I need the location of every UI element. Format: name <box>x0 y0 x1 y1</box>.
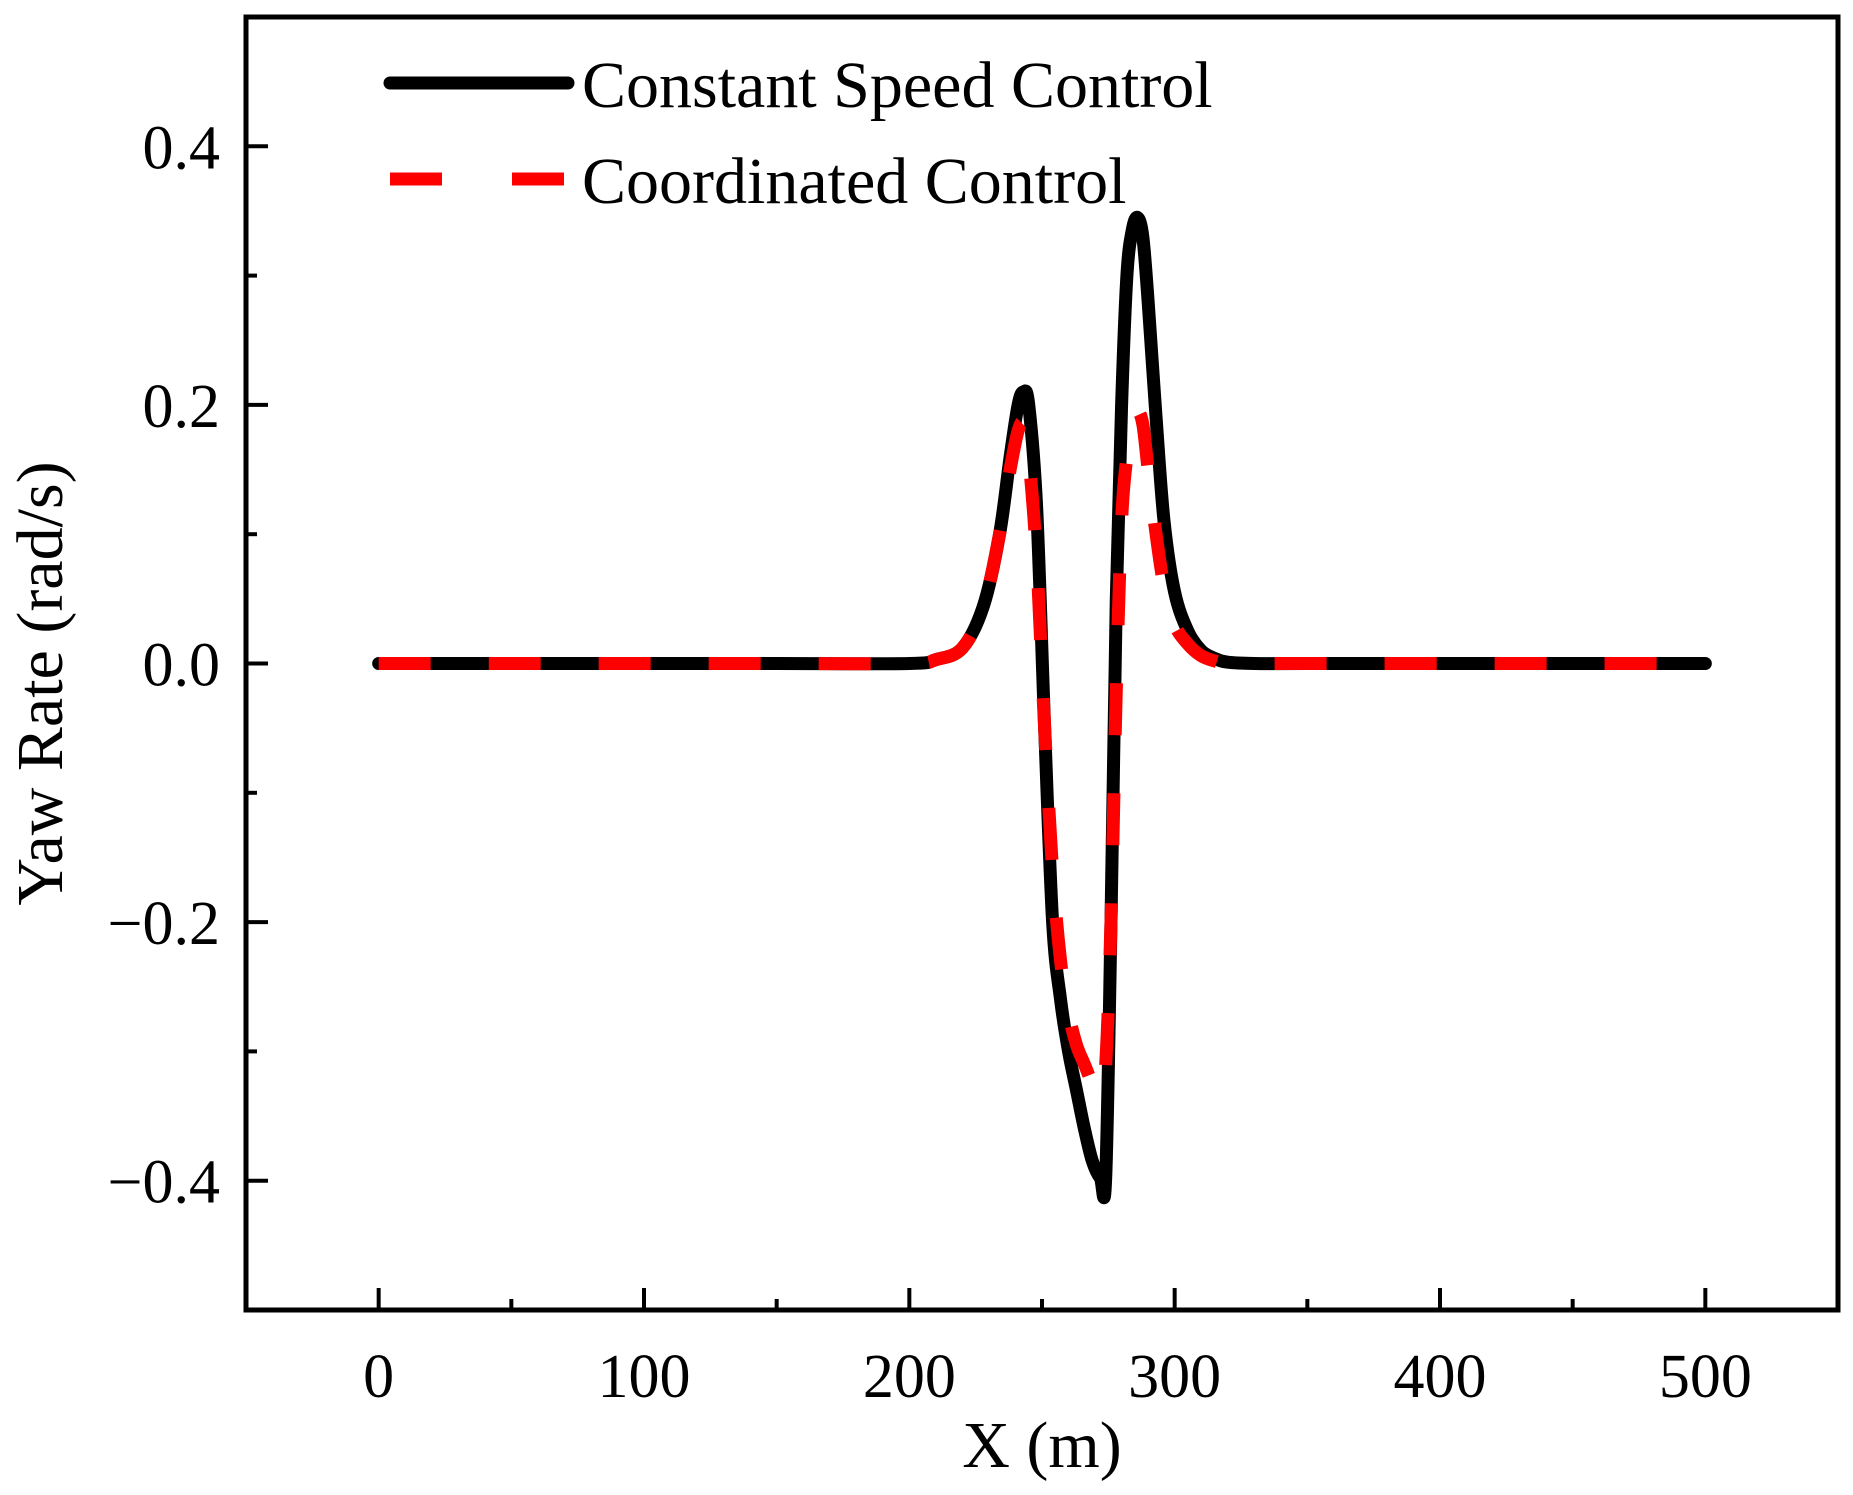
legend-label: Constant Speed Control <box>582 49 1213 122</box>
ticks-layer: 0 100 200 300 400 500 −0.4 −0.2 0.0 0.2 0.4 <box>108 114 1752 1411</box>
y-tick-label: 0.2 <box>143 373 221 441</box>
series-line-coordinated-control <box>378 404 1706 1104</box>
x-tick-label: 300 <box>1128 1343 1221 1411</box>
y-tick-label: 0.0 <box>143 632 221 700</box>
x-tick-label: 200 <box>863 1343 956 1411</box>
legend: Constant Speed Control Coordinated Contro… <box>383 49 1213 218</box>
y-tick-label: 0.4 <box>143 114 221 182</box>
x-tick-label: 400 <box>1394 1343 1487 1411</box>
plot-frame <box>243 14 1841 1313</box>
x-tick-label: 0 <box>363 1343 394 1411</box>
series-layer <box>372 210 1712 1204</box>
x-tick-label: 100 <box>598 1343 691 1411</box>
legend-label: Coordinated Control <box>582 145 1126 218</box>
x-tick-label: 500 <box>1659 1343 1752 1411</box>
y-tick-label: −0.2 <box>108 890 220 958</box>
y-tick-label: −0.4 <box>108 1149 220 1217</box>
y-axis-label: Yaw Rate (rad/s) <box>4 461 77 905</box>
x-axis-label: X (m) <box>962 1409 1121 1482</box>
